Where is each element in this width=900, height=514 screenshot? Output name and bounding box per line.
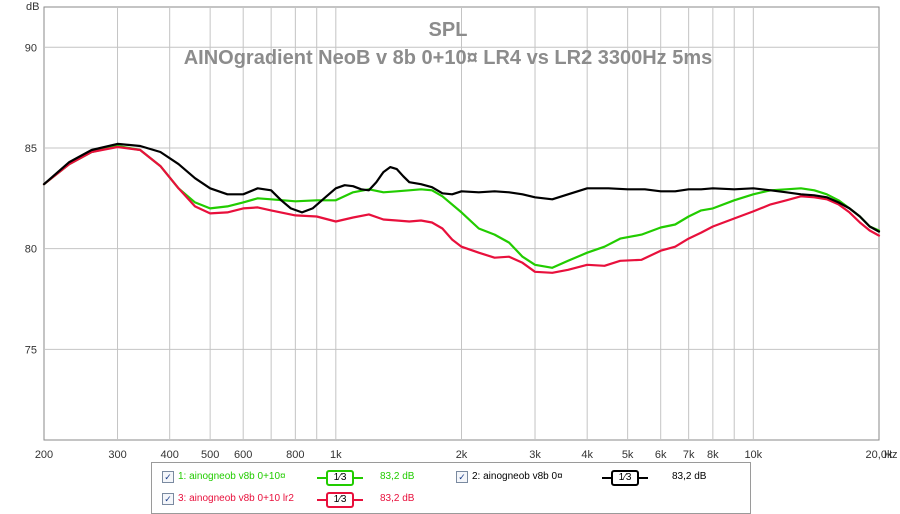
series-1-checkbox[interactable]: ✓	[162, 471, 174, 483]
x-tick-label: 3k	[529, 449, 541, 460]
axis-ticks: 200 300 400 500 600 800 1k 2k 3k 4k 5k 6k 7k 8k 10k 20,…	[25, 42, 893, 460]
x-tick-label: 7k	[683, 449, 695, 460]
grid	[44, 7, 879, 440]
series-1-level: 83,2 dB	[380, 471, 415, 482]
legend-item-2[interactable]: ✓ 2: ainogneob v8b 0¤ 1⁄3 83,2 dB	[456, 468, 746, 486]
x-axis-label: Hz	[884, 449, 897, 460]
series-line-2	[42, 142, 881, 233]
series-3-level: 83,2 dB	[380, 493, 415, 504]
x-tick-label: 300	[108, 449, 126, 460]
chart-title: SPL	[429, 19, 468, 41]
x-tick-label: 800	[286, 449, 304, 460]
x-tick-label: 5k	[622, 449, 634, 460]
series-2-smoothing-value: 1⁄3	[611, 470, 639, 486]
y-tick-label: 80	[25, 244, 37, 256]
x-tick-label: 1k	[330, 449, 342, 460]
series-3-checkbox[interactable]: ✓	[162, 493, 174, 505]
spl-chart: 200 300 400 500 600 800 1k 2k 3k 4k 5k 6k 7k 8k 10k 20,…	[25, 1, 898, 460]
series-3-smoothing[interactable]: 1⁄3	[317, 491, 363, 508]
x-tick-label: 500	[201, 449, 219, 460]
y-axis-label: dB	[26, 1, 39, 13]
series-1-smoothing-value: 1⁄3	[326, 470, 354, 486]
x-tick-label: 200	[35, 449, 53, 460]
series-line-3	[42, 145, 881, 274]
x-tick-label: 20,0k	[866, 449, 893, 460]
series-3-label: 3: ainogneob v8b 0+10 lr2	[178, 493, 294, 504]
series-lines	[42, 142, 881, 274]
legend-item-3[interactable]: ✓ 3: ainogneob v8b 0+10 lr2 1⁄3 83,2 dB	[162, 490, 452, 508]
series-2-level: 83,2 dB	[672, 471, 707, 482]
series-2-checkbox[interactable]: ✓	[456, 471, 468, 483]
series-1-label: 1: ainogneob v8b 0+10¤	[178, 471, 286, 482]
y-tick-label: 90	[25, 42, 37, 54]
legend-item-1[interactable]: ✓ 1: ainogneob v8b 0+10¤ 1⁄3 83,2 dB	[162, 468, 452, 486]
series-3-smoothing-value: 1⁄3	[326, 492, 354, 508]
legend: ✓ 1: ainogneob v8b 0+10¤ 1⁄3 83,2 dB ✓ 2…	[151, 462, 751, 514]
y-tick-label: 75	[25, 344, 37, 356]
series-1-smoothing[interactable]: 1⁄3	[317, 469, 363, 486]
series-2-smoothing[interactable]: 1⁄3	[602, 469, 648, 486]
x-tick-label: 8k	[707, 449, 719, 460]
x-tick-label: 4k	[581, 449, 593, 460]
y-tick-label: 85	[25, 143, 37, 155]
series-2-label: 2: ainogneob v8b 0¤	[472, 471, 563, 482]
chart-subtitle: AINOgradient NeoB v 8b 0+10¤ LR4 vs LR2 …	[184, 47, 713, 69]
x-tick-label: 400	[161, 449, 179, 460]
x-tick-label: 2k	[456, 449, 468, 460]
x-tick-label: 6k	[655, 449, 667, 460]
x-tick-label: 600	[234, 449, 252, 460]
x-tick-label: 10k	[744, 449, 762, 460]
